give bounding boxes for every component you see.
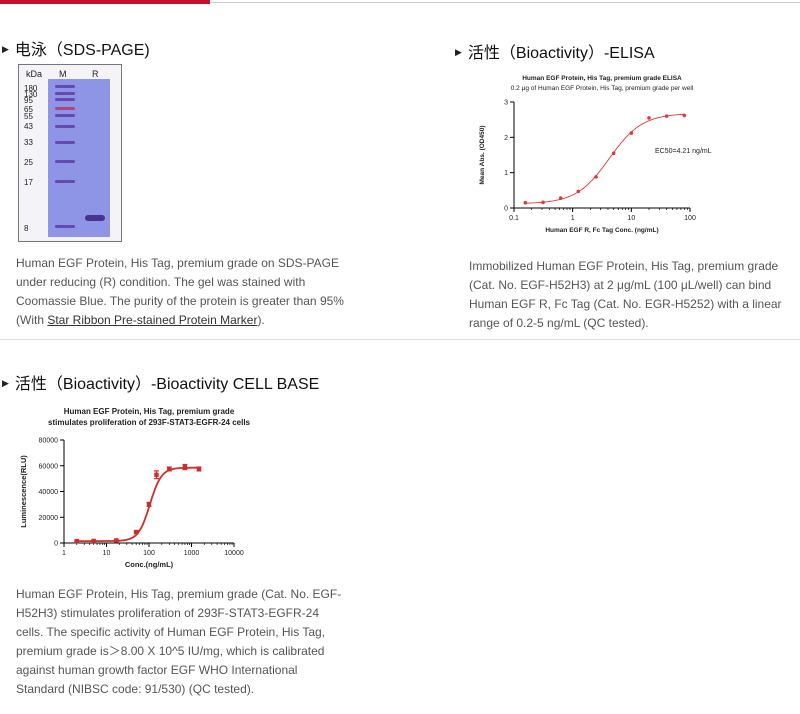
- marker-label: 17: [24, 178, 33, 187]
- top-accent-red: [0, 0, 210, 4]
- y-axis-label: Luminescence(RLU): [19, 455, 28, 528]
- y-tick-label: 2: [504, 135, 508, 142]
- marker-band: [55, 180, 75, 183]
- top-accent-line: [210, 2, 800, 3]
- data-point: [576, 189, 581, 194]
- x-tick-label: 0.1: [509, 215, 519, 222]
- sds-desc-text: Human EGF Protein, His Tag, premium grad…: [16, 256, 344, 327]
- bullet-arrow-icon: ▶: [455, 47, 462, 57]
- data-point: [647, 116, 651, 120]
- marker-label: 43: [24, 122, 33, 131]
- x-tick-label: 10: [103, 550, 111, 557]
- x-tick-label: 10: [627, 215, 635, 222]
- sds-title-text: 电泳（SDS-PAGE): [14, 42, 150, 59]
- x-tick-label: 100: [684, 215, 696, 222]
- gel-body: [48, 79, 110, 237]
- top-accent-bar: [0, 0, 800, 4]
- data-point: [74, 538, 79, 544]
- marker-label: 180: [24, 84, 38, 93]
- elisa-section-title: ▶ 活性（Bioactivity）-ELISA: [455, 39, 655, 63]
- bullet-arrow-icon: ▶: [2, 378, 9, 388]
- data-point: [558, 196, 563, 200]
- sds-desc-end: ).: [257, 313, 265, 327]
- data-point: [196, 466, 202, 472]
- data-point: [154, 472, 159, 477]
- cell-chart: Human EGF Protein, His Tag, premium grad…: [19, 407, 251, 569]
- y-tick-label: 40000: [39, 489, 59, 496]
- x-tick-label: 10000: [224, 550, 244, 557]
- data-point: [114, 538, 119, 543]
- fitted-curve: [525, 113, 685, 204]
- marker-label: 95: [24, 96, 33, 105]
- data-point: [134, 529, 139, 535]
- marker-band: [55, 125, 75, 128]
- sds-gel-image: kDa M R 180 130 95 65 55 43 33 25 17 8: [18, 64, 122, 242]
- gel-svg: kDa M R 180 130 95 65 55 43 33 25 17 8: [24, 69, 110, 237]
- x-tick-label: 1: [62, 550, 66, 557]
- marker-band: [55, 107, 75, 110]
- x-axis-label: Conc.(ng/mL): [125, 560, 174, 569]
- marker-band: [55, 225, 75, 228]
- x-tick-label: 1: [571, 215, 575, 222]
- y-axis-label: Mean Abs. (OD450): [479, 126, 486, 185]
- marker-band: [55, 160, 75, 163]
- sample-band: [85, 215, 105, 221]
- y-tick-label: 3: [504, 100, 508, 107]
- elisa-description: Immobilized Human EGF Protein, His Tag, …: [469, 259, 782, 330]
- x-tick-label: 100: [143, 550, 155, 557]
- kda-label: kDa: [26, 69, 42, 79]
- x-tick-label: 1000: [184, 550, 200, 557]
- marker-label: 130: [24, 90, 38, 99]
- marker-label: 33: [24, 138, 33, 147]
- cell-title-text: 活性（Bioactivity）-Bioactivity CELL BASE: [14, 376, 320, 393]
- marker-band: [55, 92, 75, 95]
- y-tick-label: 20000: [39, 515, 59, 522]
- x-axis-label: Human EGF R, Fc Tag Conc. (ng/mL): [545, 227, 658, 234]
- y-tick-label: 1: [504, 170, 508, 177]
- data-point: [682, 113, 687, 118]
- elisa-chart: Human EGF Protein, His Tag, premium grad…: [479, 75, 712, 234]
- marker-labels: 180 130 95 65 55 43 33 25 17 8: [24, 84, 38, 233]
- section-divider: [0, 339, 800, 340]
- marker-label: 8: [24, 224, 29, 233]
- elisa-title-text: 活性（Bioactivity）-ELISA: [467, 45, 655, 62]
- y-tick-label: 0: [54, 541, 58, 548]
- marker-label: 25: [24, 158, 33, 167]
- y-tick-label: 60000: [39, 463, 59, 470]
- cell-section-title: ▶ 活性（Bioactivity）-Bioactivity CELL BASE: [2, 370, 319, 394]
- marker-product-link[interactable]: Star Ribbon Pre-stained Protein Marker: [47, 313, 258, 327]
- marker-label: 55: [24, 112, 33, 121]
- y-tick-label: 80000: [39, 438, 59, 445]
- data-point: [182, 464, 188, 470]
- data-point: [541, 200, 545, 205]
- data-point: [167, 466, 172, 472]
- bullet-arrow-icon: ▶: [2, 44, 9, 54]
- marker-label: 65: [24, 105, 33, 114]
- cell-description: Human EGF Protein, His Tag, premium grad…: [16, 587, 342, 696]
- data-point: [594, 175, 598, 179]
- data-point: [629, 131, 634, 135]
- chart-subtitle: 0.2 μg of Human EGF Protein, His Tag, pr…: [511, 85, 694, 92]
- marker-band: [55, 98, 75, 101]
- data-point: [611, 151, 616, 156]
- sds-description: Human EGF Protein, His Tag, premium grad…: [16, 254, 356, 330]
- lane-m-label: M: [59, 69, 67, 79]
- marker-band: [55, 85, 75, 88]
- data-point: [523, 200, 528, 205]
- y-tick-label: 0: [504, 206, 508, 213]
- marker-band: [55, 114, 75, 117]
- ec50-annotation: EC50=4.21 ng/mL: [655, 148, 712, 155]
- chart-title-line2: stimulates proliferation of 293F-STAT3-E…: [48, 418, 251, 427]
- chart-title: Human EGF Protein, His Tag, premium grad…: [522, 75, 682, 82]
- data-point: [664, 114, 669, 118]
- data-point: [146, 502, 152, 507]
- marker-lane-bands: [55, 85, 75, 228]
- chart-title-line1: Human EGF Protein, His Tag, premium grad…: [64, 407, 235, 416]
- sds-section-title: ▶ 电泳（SDS-PAGE): [2, 36, 150, 60]
- data-point: [91, 538, 96, 544]
- lane-r-label: R: [92, 69, 99, 79]
- marker-band: [55, 141, 75, 144]
